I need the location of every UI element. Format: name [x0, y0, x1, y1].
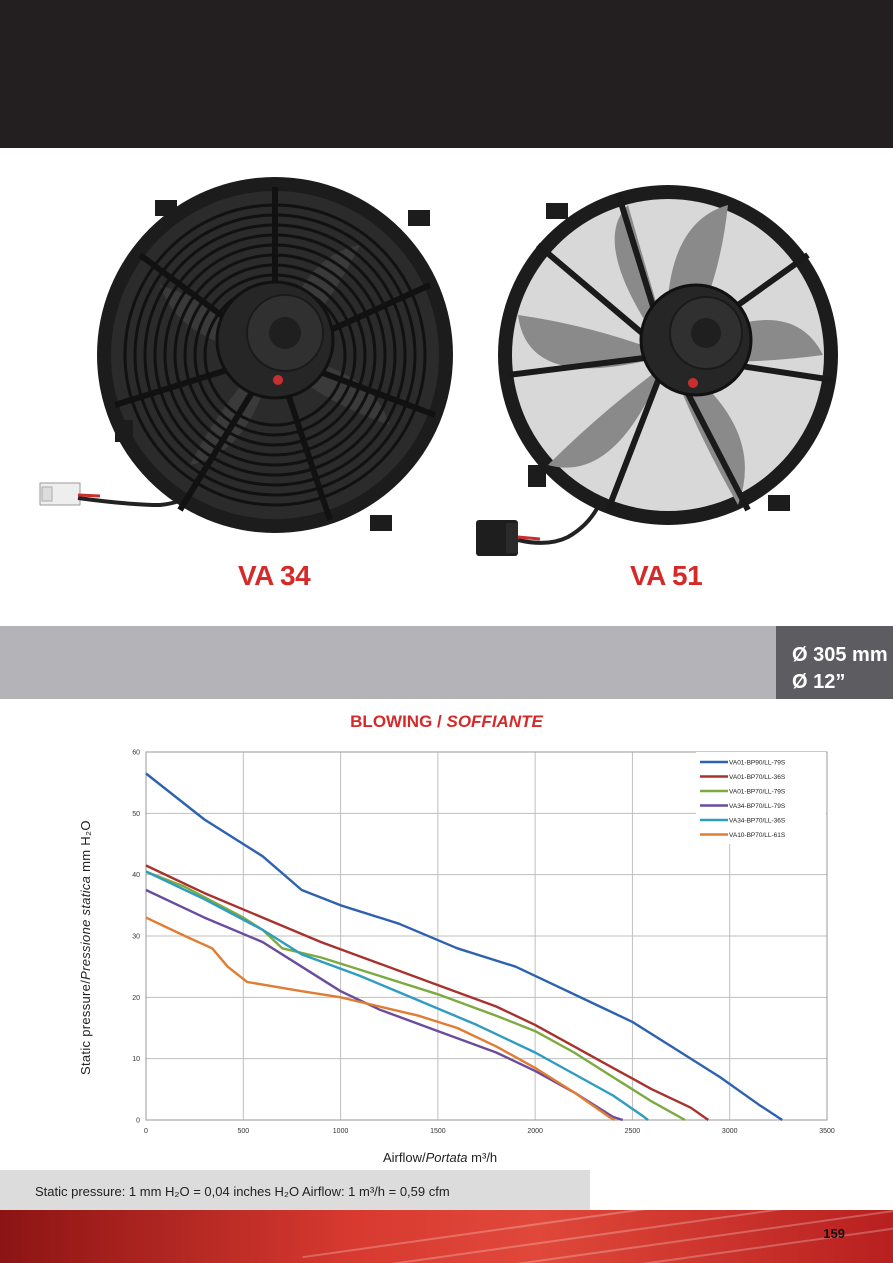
- x-tick-label: 500: [237, 1128, 249, 1135]
- x-tick-label: 3500: [819, 1128, 835, 1135]
- y-tick-label: 60: [132, 750, 140, 757]
- model-label-va34: VA 34: [238, 560, 311, 591]
- y-axis-label-italic: Pressione statica: [78, 875, 93, 980]
- x-axis-label-main: Airflow/: [383, 1150, 426, 1165]
- page-number: 159: [823, 1226, 845, 1241]
- series-line: [145, 864, 709, 1121]
- y-axis-label-unit: mm H₂O: [78, 820, 93, 876]
- y-axis-label: Static pressure/Pressione statica mm H₂O: [78, 820, 93, 1075]
- size-box: Ø 305 mm Ø 12”: [776, 626, 893, 699]
- x-tick-label: 1000: [333, 1128, 349, 1135]
- x-tick-label: 2000: [527, 1128, 543, 1135]
- footer-band: [0, 1210, 893, 1263]
- series-line: [145, 916, 616, 1122]
- y-axis-label-main: Static pressure/: [78, 979, 93, 1075]
- y-tick-label: 20: [132, 995, 140, 1002]
- plot-frame: [145, 751, 828, 1121]
- series-line: [145, 870, 649, 1121]
- performance-chart: 0 500 1000 1500 2000 2500 3000 3500 0 10 20 30 40 50 6…: [132, 750, 835, 1136]
- y-tick-label: 50: [132, 811, 140, 818]
- series-line: [145, 870, 686, 1122]
- legend-label: VA01-BP70/LL-79S: [729, 789, 786, 796]
- y-tick-label: 40: [132, 872, 140, 879]
- model-label-va51: VA 51: [630, 560, 703, 591]
- legend-label: VA10-BP70/LL-61S: [729, 832, 786, 839]
- conversion-note: Static pressure: 1 mm H₂O = 0,04 inches …: [0, 1170, 590, 1210]
- fan-va51-image: [476, 185, 838, 556]
- x-axis-label-italic: Portata: [425, 1150, 468, 1165]
- x-tick-label: 3000: [722, 1128, 738, 1135]
- legend-label: VA34-BP70/LL-79S: [729, 803, 786, 810]
- size-mm: Ø 305 mm: [792, 644, 888, 666]
- size-band: [0, 626, 776, 699]
- size-inch: Ø 12”: [792, 671, 846, 693]
- x-axis-label: Airflow/Portata m³/h: [383, 1150, 497, 1165]
- chart-title: BLOWING / SOFFIANTE: [0, 712, 893, 732]
- series-line: [145, 888, 624, 1122]
- x-axis-label-unit: m³/h: [467, 1150, 498, 1165]
- y-tick-label: 30: [132, 934, 140, 941]
- chart-title-italic: SOFFIANTE: [446, 712, 543, 731]
- x-tick-label: 1500: [430, 1128, 446, 1135]
- series-line: [145, 772, 783, 1122]
- header-bar: [0, 0, 893, 148]
- chart-title-main: BLOWING /: [350, 712, 447, 731]
- fan-va34-image: [39, 177, 453, 533]
- legend-label: VA01-BP90/LL-79S: [729, 760, 786, 767]
- legend-label: VA01-BP70/LL-36S: [729, 774, 786, 781]
- legend-label: VA34-BP70/LL-36S: [729, 818, 786, 825]
- y-tick-label: 10: [132, 1056, 140, 1063]
- x-tick-label: 2500: [625, 1128, 641, 1135]
- x-tick-label: 0: [144, 1128, 148, 1135]
- y-tick-label: 0: [136, 1118, 140, 1125]
- legend-box: [696, 752, 826, 844]
